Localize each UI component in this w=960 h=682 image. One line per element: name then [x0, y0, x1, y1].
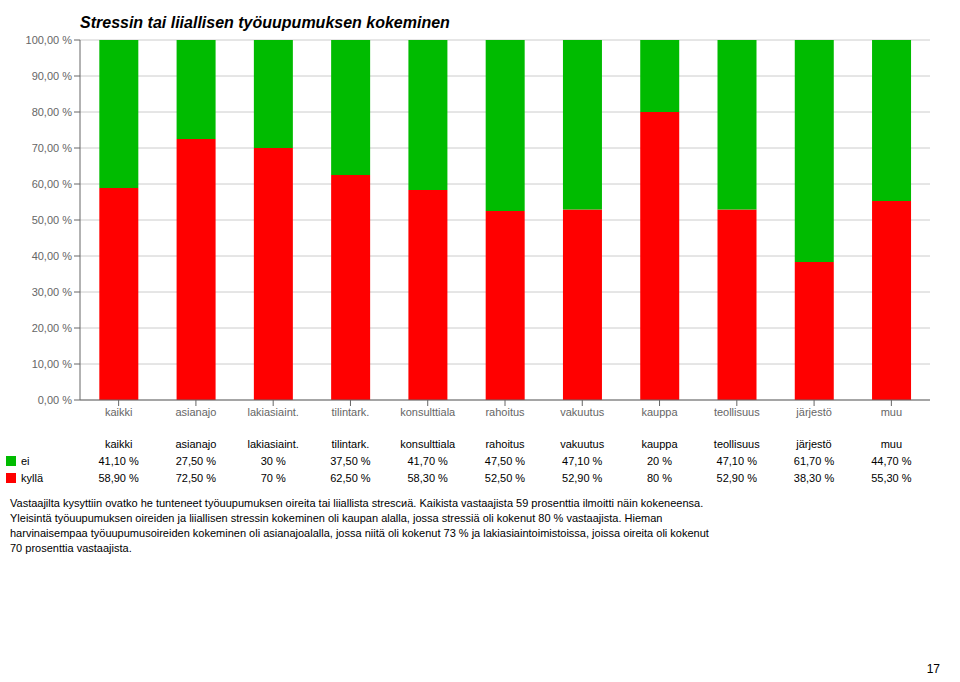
svg-text:60,00 %: 60,00 %	[32, 178, 73, 190]
svg-text:vakuutus: vakuutus	[560, 406, 605, 418]
svg-text:teollisuus: teollisuus	[714, 406, 760, 418]
html-text:52,90 %: 52,90 %	[716, 471, 757, 484]
svg-text:muu: muu	[881, 406, 902, 418]
svg-text:lakiasiaint.: lakiasiaint.	[248, 406, 299, 418]
html-text:30 %: 30 %	[260, 454, 286, 467]
html-text:70 %: 70 %	[260, 471, 286, 484]
html-text:rahoitus: rahoitus	[485, 438, 525, 450]
svg-text:80,00 %: 80,00 %	[32, 106, 73, 118]
html-text:80 %: 80 %	[647, 471, 672, 484]
svg-text:asianajo: asianajo	[175, 406, 216, 418]
svg-text:50,00 %: 50,00 %	[32, 214, 73, 226]
html-text:55,30 %: 55,30 %	[871, 471, 912, 484]
html-text:järjestö: järjestö	[796, 438, 832, 450]
html-text:tilintark.: tilintark.	[331, 438, 370, 450]
svg-text:40,00 %: 40,00 %	[32, 250, 73, 262]
html-text:72,50 %: 72,50 %	[175, 471, 217, 484]
svg-text:100,00 %: 100,00 %	[26, 34, 73, 46]
html-text:52,50 %: 52,50 %	[484, 471, 526, 484]
html-text:Stressin tai liiallisen työuup: Stressin tai liiallisen työuupumuksen ko…	[80, 14, 450, 31]
svg-text:0,00 %: 0,00 %	[38, 394, 72, 406]
html-text:38,30 %: 38,30 %	[793, 471, 835, 484]
html-text:17: 17	[926, 662, 940, 676]
html-text:ei: ei	[21, 455, 30, 468]
svg-text:kaikki: kaikki	[105, 406, 133, 418]
html-text:kaikki: kaikki	[104, 438, 133, 450]
svg-text:10,00 %: 10,00 %	[32, 358, 73, 370]
html-text:41,10 %: 41,10 %	[98, 454, 139, 467]
html-text:asianajo: asianajo	[175, 438, 217, 450]
html-text:Vastaajilta kysyttiin ovatko h: Vastaajilta kysyttiin ovatko he tuntenee…	[10, 497, 709, 555]
html-text:41,70 %: 41,70 %	[407, 454, 448, 467]
html-text:58,30 %: 58,30 %	[407, 471, 448, 484]
svg-text:70,00 %: 70,00 %	[32, 142, 73, 154]
svg-text:tilintark.: tilintark.	[332, 406, 370, 418]
html-text:58,90 %: 58,90 %	[98, 471, 139, 484]
html-text:47,10 %: 47,10 %	[716, 454, 757, 467]
svg-text:järjestö: järjestö	[795, 406, 831, 418]
svg-text:20,00 %: 20,00 %	[32, 322, 73, 334]
html-text:lakiasiaint.: lakiasiaint.	[247, 438, 299, 450]
svg-text:30,00 %: 30,00 %	[32, 286, 73, 298]
svg-text:90,00 %: 90,00 %	[32, 70, 73, 82]
svg-text:konsulttiala: konsulttiala	[400, 406, 456, 418]
html-text:teollisuus: teollisuus	[713, 438, 760, 450]
html-text:61,70 %: 61,70 %	[793, 454, 835, 467]
html-text:kauppa: kauppa	[641, 438, 678, 450]
html-text:44,70 %: 44,70 %	[871, 454, 912, 467]
html-text:20 %: 20 %	[647, 454, 672, 467]
html-text:47,50 %: 47,50 %	[484, 454, 526, 467]
svg-text:rahoitus: rahoitus	[485, 406, 525, 418]
html-text:27,50 %: 27,50 %	[175, 454, 217, 467]
svg-text:kauppa: kauppa	[641, 406, 678, 418]
html-text:47,10 %: 47,10 %	[562, 454, 603, 467]
html-text:52,90 %: 52,90 %	[562, 471, 603, 484]
html-text:62,50 %: 62,50 %	[330, 471, 371, 484]
html-text:vakuutus: vakuutus	[560, 438, 605, 450]
html-text:muu: muu	[880, 438, 902, 450]
html-text:37,50 %: 37,50 %	[330, 454, 371, 467]
html-text:konsulttiala: konsulttiala	[400, 438, 456, 450]
html-text:kyllä: kyllä	[21, 472, 43, 485]
